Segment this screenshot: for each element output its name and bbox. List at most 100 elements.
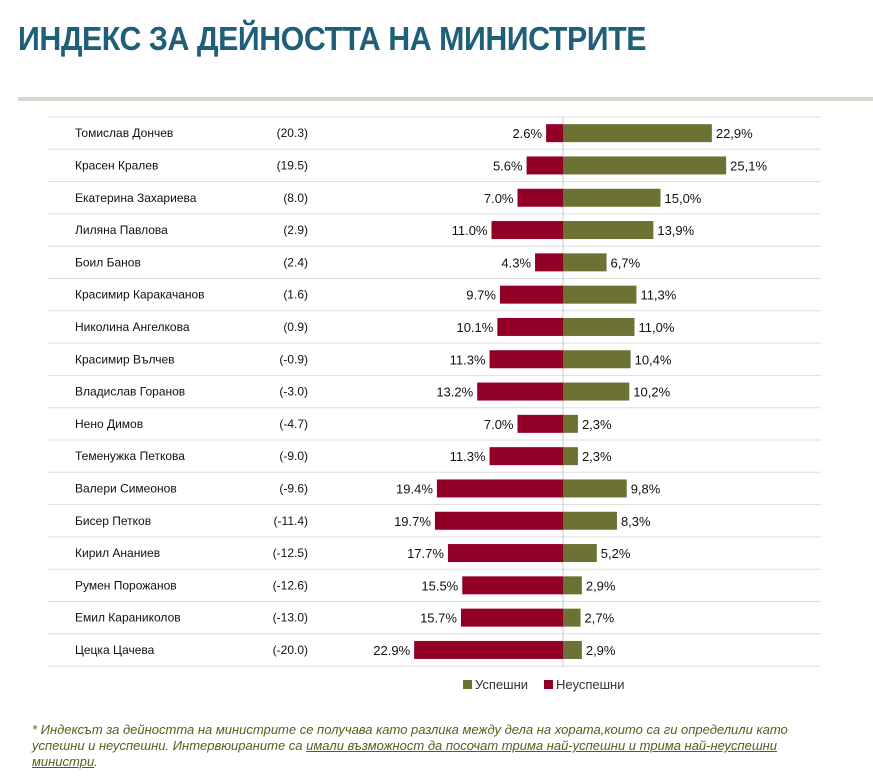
success-bar [563, 221, 654, 240]
success-label: 11,0% [639, 320, 675, 335]
minister-name: Бисер Петков [75, 514, 151, 528]
success-label: 8,3% [621, 514, 651, 529]
fail-bar [491, 221, 563, 240]
minister-name: Красимир Каракачанов [75, 288, 205, 302]
fail-bar [497, 317, 563, 336]
success-bar [563, 640, 582, 659]
fail-label: 4.3% [501, 255, 531, 270]
success-bar [563, 124, 712, 143]
fail-bar [546, 124, 563, 143]
index-label: (8.0) [283, 191, 308, 205]
fail-label: 2.6% [512, 126, 542, 141]
fail-bar [462, 576, 563, 595]
fail-bar [517, 188, 563, 207]
success-bar [563, 285, 637, 304]
fail-label: 7.0% [484, 417, 514, 432]
minister-name: Лиляна Павлова [75, 223, 168, 237]
legend: Успешни Неуспешни [463, 677, 625, 692]
index-label: (-9.6) [279, 481, 308, 495]
success-bar [563, 608, 581, 627]
fail-label: 11.3% [450, 449, 486, 464]
success-label: 15,0% [665, 191, 702, 206]
fail-bar [517, 414, 563, 433]
success-bar [563, 479, 627, 498]
success-bar [563, 317, 635, 336]
success-label: 25,1% [730, 158, 767, 173]
minister-name: Екатерина Захариева [75, 191, 197, 205]
fail-label: 19.7% [394, 514, 431, 529]
index-label: (19.5) [277, 158, 308, 172]
minister-name: Емил Караниколов [75, 611, 181, 625]
success-label: 2,3% [582, 449, 612, 464]
fail-label: 19.4% [396, 481, 433, 496]
divider [18, 97, 873, 101]
minister-name: Владислав Горанов [75, 385, 185, 399]
fail-label: 15.5% [421, 578, 458, 593]
index-label: (20.3) [277, 126, 308, 140]
index-label: (-0.9) [279, 352, 308, 366]
legend-swatch [544, 680, 554, 689]
success-bar [563, 188, 661, 207]
success-bar [563, 350, 631, 369]
page-title: ИНДЕКС ЗА ДЕЙНОСТТА НА МИНИСТРИТЕ [18, 20, 646, 57]
success-bar [563, 382, 630, 401]
fail-label: 17.7% [407, 546, 444, 561]
fail-bar [477, 382, 563, 401]
footnote-end: . [94, 754, 98, 769]
footnote-text: * Индексът за дейността на министрите се… [32, 722, 788, 753]
fail-bar [535, 253, 563, 272]
minister-name: Теменужка Петкова [75, 449, 185, 463]
success-label: 5,2% [601, 546, 631, 561]
success-bar [563, 511, 617, 530]
fail-bar [489, 447, 563, 466]
index-label: (2.4) [283, 255, 308, 269]
success-label: 2,7% [585, 611, 615, 626]
fail-label: 7.0% [484, 191, 514, 206]
legend-swatch [463, 680, 472, 689]
success-label: 10,4% [635, 352, 672, 367]
index-label: (-3.0) [279, 385, 308, 399]
success-label: 6,7% [611, 255, 641, 270]
legend-label: Неуспешни [556, 677, 625, 692]
index-label: (0.9) [283, 320, 308, 334]
fail-label: 9.7% [466, 288, 496, 303]
minister-name: Боил Банов [75, 255, 141, 269]
success-label: 9,8% [631, 481, 661, 496]
fail-label: 11.0% [452, 223, 488, 238]
minister-name: Красимир Вълчев [75, 352, 175, 366]
fail-bar [526, 156, 563, 175]
success-label: 11,3% [640, 288, 676, 303]
success-bar [563, 414, 578, 433]
success-label: 10,2% [633, 385, 670, 400]
success-bar [563, 544, 597, 563]
minister-name: Кирил Ананиев [75, 546, 160, 560]
fail-label: 5.6% [493, 158, 523, 173]
minister-name: Николина Ангелкова [75, 320, 190, 334]
fail-bar [447, 544, 563, 563]
success-bar [563, 156, 727, 175]
fail-label: 10.1% [456, 320, 493, 335]
success-bar [563, 253, 607, 272]
fail-label: 22.9% [373, 643, 410, 658]
fail-bar [499, 285, 563, 304]
fail-bar [414, 640, 563, 659]
footnote-underlined: имали възможност да посочат трима най-ус… [32, 738, 777, 769]
index-label: (-13.0) [273, 611, 308, 625]
minister-name: Румен Порожанов [75, 578, 177, 592]
index-label: (-12.6) [273, 578, 308, 592]
success-label: 2,9% [586, 578, 616, 593]
minister-name: Красен Кралев [75, 158, 158, 172]
fail-bar [460, 608, 563, 627]
fail-label: 11.3% [450, 352, 486, 367]
fail-bar [434, 511, 563, 530]
fail-label: 15.7% [420, 611, 457, 626]
minister-name: Цецка Цачева [75, 643, 155, 657]
success-label: 22,9% [716, 126, 753, 141]
legend-label: Успешни [475, 677, 529, 692]
legend-item-success: Успешни [463, 677, 528, 692]
index-label: (-20.0) [273, 643, 308, 657]
minister-name: Нено Димов [75, 417, 143, 431]
index-label: (-11.4) [274, 514, 308, 528]
index-label: (2.9) [283, 223, 308, 237]
